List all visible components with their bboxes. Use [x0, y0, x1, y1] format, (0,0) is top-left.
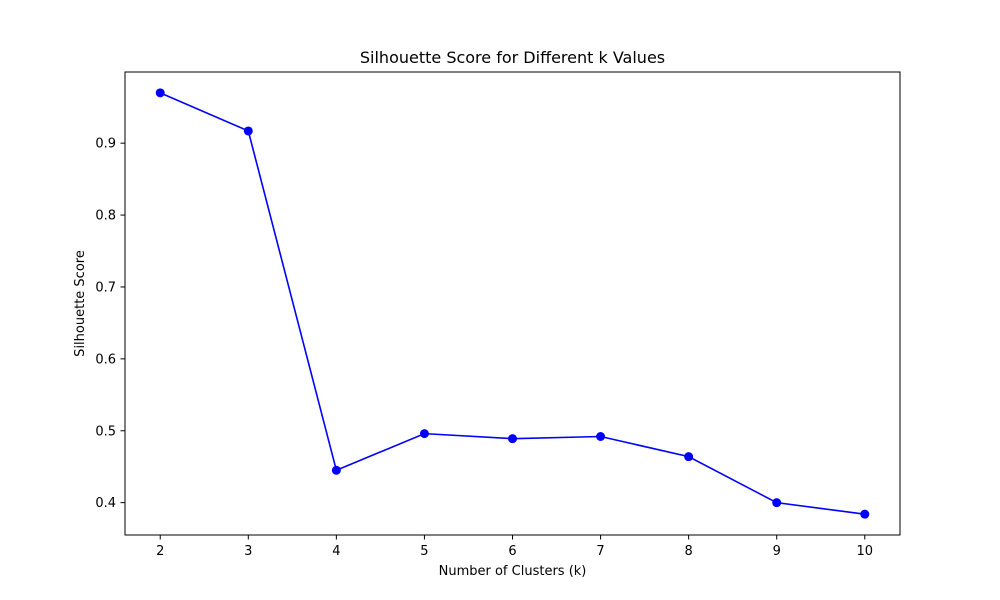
- data-point: [331, 465, 341, 475]
- data-point: [596, 432, 606, 442]
- x-tick-label: 7: [596, 544, 604, 559]
- y-tick-label: 0.8: [95, 209, 116, 224]
- y-tick-label: 0.6: [95, 352, 116, 367]
- y-tick-label: 0.4: [95, 496, 116, 511]
- y-tick-label: 0.7: [95, 280, 116, 295]
- x-tick-label: 2: [156, 544, 164, 559]
- data-point: [155, 88, 165, 98]
- x-tick-label: 10: [856, 544, 873, 559]
- chart-title: Silhouette Score for Different k Values: [360, 48, 665, 67]
- x-tick-label: 8: [684, 544, 692, 559]
- x-tick-label: 4: [332, 544, 340, 559]
- y-tick-label: 0.9: [95, 137, 116, 152]
- x-tick-label: 5: [420, 544, 428, 559]
- data-point: [243, 126, 253, 136]
- data-point: [508, 434, 517, 444]
- data-point: [684, 452, 694, 462]
- y-axis-ticks: 0.4 0.5 0.6 0.7 0.8 0.9: [95, 137, 125, 511]
- series-markers: [155, 88, 870, 519]
- y-axis-label: Silhouette Score: [73, 250, 88, 357]
- data-point: [419, 429, 429, 439]
- x-tick-label: 9: [773, 544, 781, 559]
- x-tick-label: 3: [244, 544, 252, 559]
- data-point: [772, 498, 782, 508]
- plot-area-frame: [124, 71, 901, 536]
- x-axis-label: Number of Clusters (k): [439, 564, 587, 579]
- y-tick-label: 0.5: [95, 424, 116, 439]
- x-axis-ticks: 2 3 4 5 6 7 8 9 10: [156, 535, 873, 559]
- x-tick-label: 6: [508, 544, 516, 559]
- data-point: [860, 509, 870, 519]
